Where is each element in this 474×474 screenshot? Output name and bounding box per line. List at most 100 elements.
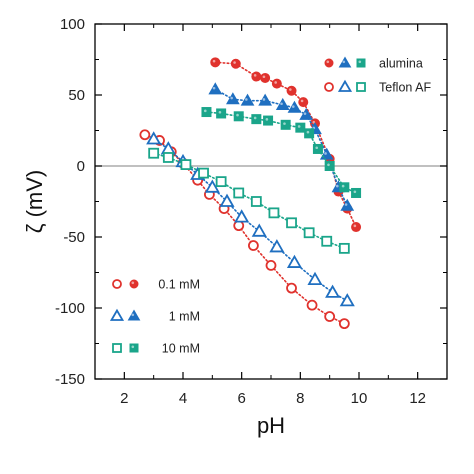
- legend-label: 1 mM: [169, 310, 200, 324]
- data-point: [251, 223, 267, 237]
- data-point: [286, 85, 297, 96]
- data-point-highlight: [327, 163, 330, 167]
- series-teflon-af-10mM: [148, 147, 350, 254]
- y-tick-label: 0: [77, 158, 85, 175]
- data-point-highlight: [233, 61, 236, 64]
- x-tick-label: 10: [351, 390, 368, 407]
- legend-marker-highlight: [131, 313, 135, 317]
- data-point: [286, 254, 303, 268]
- legend-marker: [337, 79, 353, 92]
- legend-marker: [112, 279, 122, 289]
- data-point: [247, 240, 259, 251]
- data-point-highlight: [274, 81, 277, 84]
- x-tick-label: 12: [409, 390, 426, 407]
- data-point: [312, 143, 323, 154]
- data-point: [180, 159, 192, 170]
- data-point: [268, 207, 280, 219]
- data-point-highlight: [230, 96, 233, 100]
- legend-marker: [112, 343, 122, 353]
- data-point: [210, 57, 221, 68]
- x-tick-label: 2: [120, 390, 128, 407]
- data-point: [307, 271, 323, 286]
- data-point: [201, 107, 212, 118]
- legend-marker: [356, 82, 366, 92]
- data-point: [250, 196, 262, 207]
- data-point-highlight: [253, 116, 257, 120]
- data-point: [233, 111, 244, 122]
- data-point: [321, 235, 333, 247]
- x-tick-label: 4: [179, 390, 187, 407]
- data-point-highlight: [212, 86, 216, 90]
- series-line: [152, 152, 346, 250]
- legend-marker: [324, 82, 334, 92]
- data-point: [233, 187, 245, 199]
- data-point: [265, 259, 277, 271]
- ticks-layer: 2 4 6 8 10 12 -150 -100 -50 0 50 100: [55, 16, 448, 407]
- data-point-highlight: [291, 105, 295, 108]
- data-point: [286, 282, 297, 294]
- data-point: [234, 209, 250, 223]
- data-point: [306, 299, 318, 311]
- data-point-highlight: [218, 110, 222, 114]
- legend-marker-highlight: [326, 60, 330, 64]
- data-point-highlight: [262, 75, 266, 79]
- data-point-highlight: [312, 120, 316, 124]
- data-point-highlight: [212, 59, 216, 63]
- legend-label: Teflon AF: [379, 81, 431, 95]
- legend-marker: [356, 58, 366, 68]
- data-point: [198, 167, 209, 179]
- data-point: [251, 71, 262, 82]
- x-tick-label: 8: [296, 390, 304, 407]
- data-point: [251, 114, 262, 125]
- y-tick-label: 50: [68, 87, 85, 104]
- data-point-highlight: [341, 184, 345, 188]
- data-point: [146, 131, 162, 145]
- data-point: [286, 217, 297, 229]
- data-point: [351, 187, 362, 198]
- data-point: [263, 115, 274, 126]
- series-alumina-10mM: [201, 107, 362, 198]
- data-point-highlight: [265, 118, 269, 121]
- data-point: [339, 293, 355, 307]
- data-point: [304, 128, 315, 139]
- data-point: [298, 97, 309, 108]
- y-tick-label: -150: [55, 371, 85, 388]
- data-point-highlight: [262, 98, 266, 101]
- data-point-highlight: [280, 102, 283, 106]
- plot-frame: [94, 23, 448, 380]
- data-point: [230, 58, 241, 69]
- legend-label: 0.1 mM: [158, 278, 200, 292]
- legend-label: alumina: [379, 57, 423, 71]
- series-layer: [139, 57, 362, 330]
- data-point: [204, 179, 220, 193]
- data-point: [324, 161, 335, 171]
- y-tick-label: 100: [60, 16, 85, 33]
- data-point-highlight: [203, 109, 207, 113]
- data-point-highlight: [283, 122, 286, 125]
- data-point: [219, 193, 235, 207]
- material-legend: alumina Teflon AF: [324, 57, 431, 95]
- legend-marker: [109, 308, 125, 321]
- data-point-highlight: [236, 113, 239, 117]
- data-point-highlight: [253, 74, 257, 77]
- legend-marker-highlight: [358, 60, 362, 64]
- data-point-highlight: [306, 130, 310, 134]
- data-point-highlight: [289, 88, 292, 91]
- data-point: [269, 239, 285, 253]
- x-tick-label: 6: [237, 390, 245, 407]
- data-point-highlight: [300, 99, 304, 103]
- data-point: [148, 147, 160, 159]
- data-point: [324, 311, 336, 322]
- data-point: [260, 72, 271, 83]
- series-line: [214, 61, 357, 228]
- data-point: [338, 318, 350, 330]
- concentration-legend: 0.1 mM 1 mM 10 mM: [109, 278, 200, 356]
- data-point-highlight: [353, 190, 357, 194]
- legend-marker-highlight: [131, 345, 135, 349]
- x-axis-title: pH: [257, 413, 285, 438]
- data-point-highlight: [315, 146, 319, 150]
- data-point-highlight: [324, 152, 327, 155]
- data-point: [339, 182, 350, 193]
- data-point: [215, 176, 227, 188]
